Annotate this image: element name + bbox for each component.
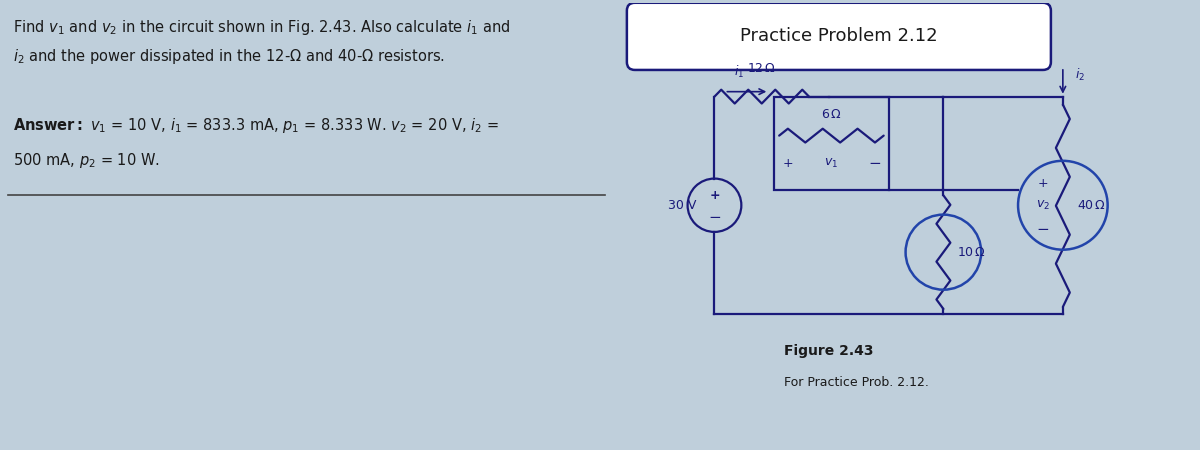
Text: Figure 2.43: Figure 2.43 <box>784 343 874 357</box>
Text: $v_1$: $v_1$ <box>824 157 839 170</box>
Text: Practice Problem 2.12: Practice Problem 2.12 <box>740 27 937 45</box>
Text: $i_1$: $i_1$ <box>734 64 744 80</box>
Text: For Practice Prob. 2.12.: For Practice Prob. 2.12. <box>784 376 929 389</box>
Text: $\mathbf{Answer:}$ $v_1$ = 10 V, $i_1$ = 833.3 mA, $p_1$ = 8.333 W. $v_2$ = 20 V: $\mathbf{Answer:}$ $v_1$ = 10 V, $i_1$ =… <box>13 117 498 135</box>
Text: Find $v_1$ and $v_2$ in the circuit shown in Fig. 2.43. Also calculate $i_1$ and: Find $v_1$ and $v_2$ in the circuit show… <box>13 18 510 36</box>
Text: $12\,\Omega$: $12\,\Omega$ <box>748 62 776 75</box>
Text: $10\,\Omega$: $10\,\Omega$ <box>958 246 986 259</box>
Text: $v_2$: $v_2$ <box>1036 199 1050 212</box>
Text: −: − <box>1037 222 1049 238</box>
Text: 30 V: 30 V <box>668 199 696 212</box>
Text: −: − <box>708 210 721 225</box>
Text: $6\,\Omega$: $6\,\Omega$ <box>821 108 842 121</box>
FancyBboxPatch shape <box>626 3 1051 70</box>
Text: +: + <box>1038 177 1049 190</box>
Text: −: − <box>869 156 881 171</box>
Text: $i_2$ and the power dissipated in the 12-Ω and 40-Ω resistors.: $i_2$ and the power dissipated in the 12… <box>13 47 445 66</box>
Text: +: + <box>709 189 720 202</box>
Text: +: + <box>782 157 793 170</box>
Text: $i_2$: $i_2$ <box>1075 67 1085 83</box>
Text: $40\,\Omega$: $40\,\Omega$ <box>1076 199 1106 212</box>
Text: 500 mA, $p_2$ = 10 W.: 500 mA, $p_2$ = 10 W. <box>13 151 160 170</box>
Bar <box>774 97 889 190</box>
